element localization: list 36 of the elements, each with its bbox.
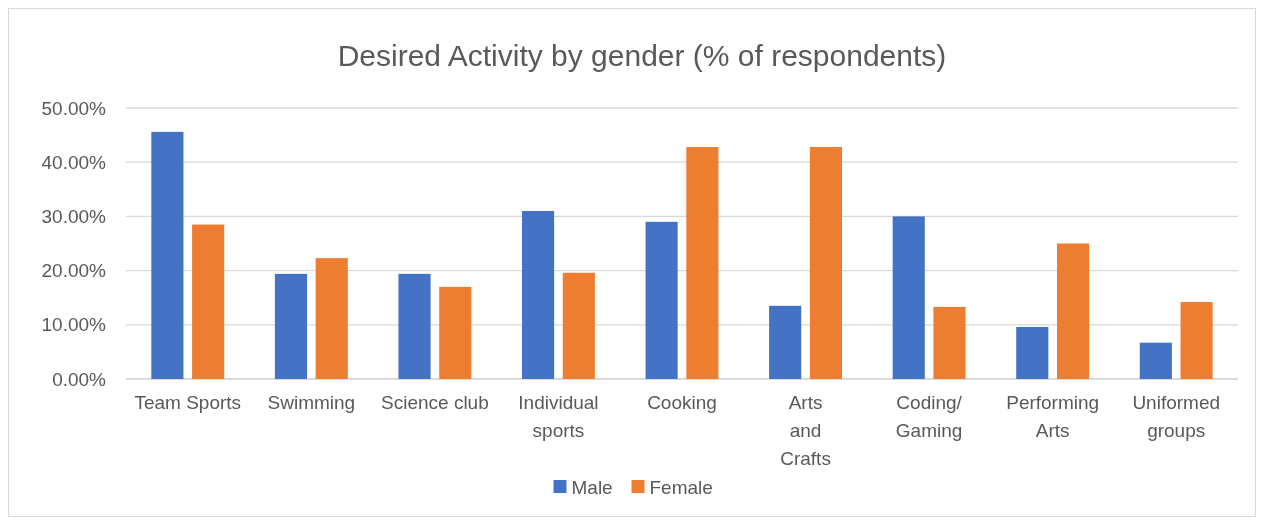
bar bbox=[1016, 326, 1049, 379]
bar bbox=[151, 131, 184, 379]
bar bbox=[315, 258, 348, 379]
legend-label: Male bbox=[571, 476, 613, 498]
bar bbox=[192, 224, 225, 379]
x-tick-label: Cooking bbox=[647, 392, 717, 413]
bar bbox=[933, 306, 966, 379]
y-tick-label: 0.00% bbox=[52, 368, 107, 390]
x-tick-label: Arts and Crafts bbox=[780, 392, 831, 469]
bar bbox=[398, 273, 431, 379]
x-tick-label: Uniformed groups bbox=[1132, 392, 1221, 441]
chart-title: Desired Activity by gender (% of respondents) bbox=[337, 39, 947, 72]
bar bbox=[562, 272, 595, 379]
x-tick-label: Swimming bbox=[267, 392, 356, 413]
y-tick-label: 30.00% bbox=[41, 206, 107, 228]
bar bbox=[645, 221, 678, 379]
x-tick-label: Science club bbox=[381, 392, 489, 413]
bar bbox=[809, 147, 842, 379]
x-tick-label: Individual sports bbox=[518, 392, 599, 441]
bar bbox=[892, 216, 925, 379]
bar bbox=[1056, 243, 1090, 379]
y-tick-label: 20.00% bbox=[41, 260, 107, 282]
y-tick-label: 50.00% bbox=[41, 97, 107, 119]
bar bbox=[686, 147, 719, 379]
bar bbox=[1180, 302, 1213, 379]
y-tick-label: 10.00% bbox=[41, 314, 107, 336]
x-tick-label: Performing Arts bbox=[1006, 392, 1100, 441]
x-tick-label: Team Sports bbox=[134, 392, 242, 413]
bar bbox=[769, 305, 802, 379]
legend-label: Female bbox=[649, 476, 713, 498]
bar bbox=[1139, 342, 1172, 379]
bar bbox=[522, 210, 555, 379]
y-tick-label: 40.00% bbox=[41, 151, 107, 173]
x-tick-label: Coding/ Gaming bbox=[895, 392, 963, 441]
bar bbox=[439, 286, 472, 379]
bar bbox=[274, 273, 308, 379]
